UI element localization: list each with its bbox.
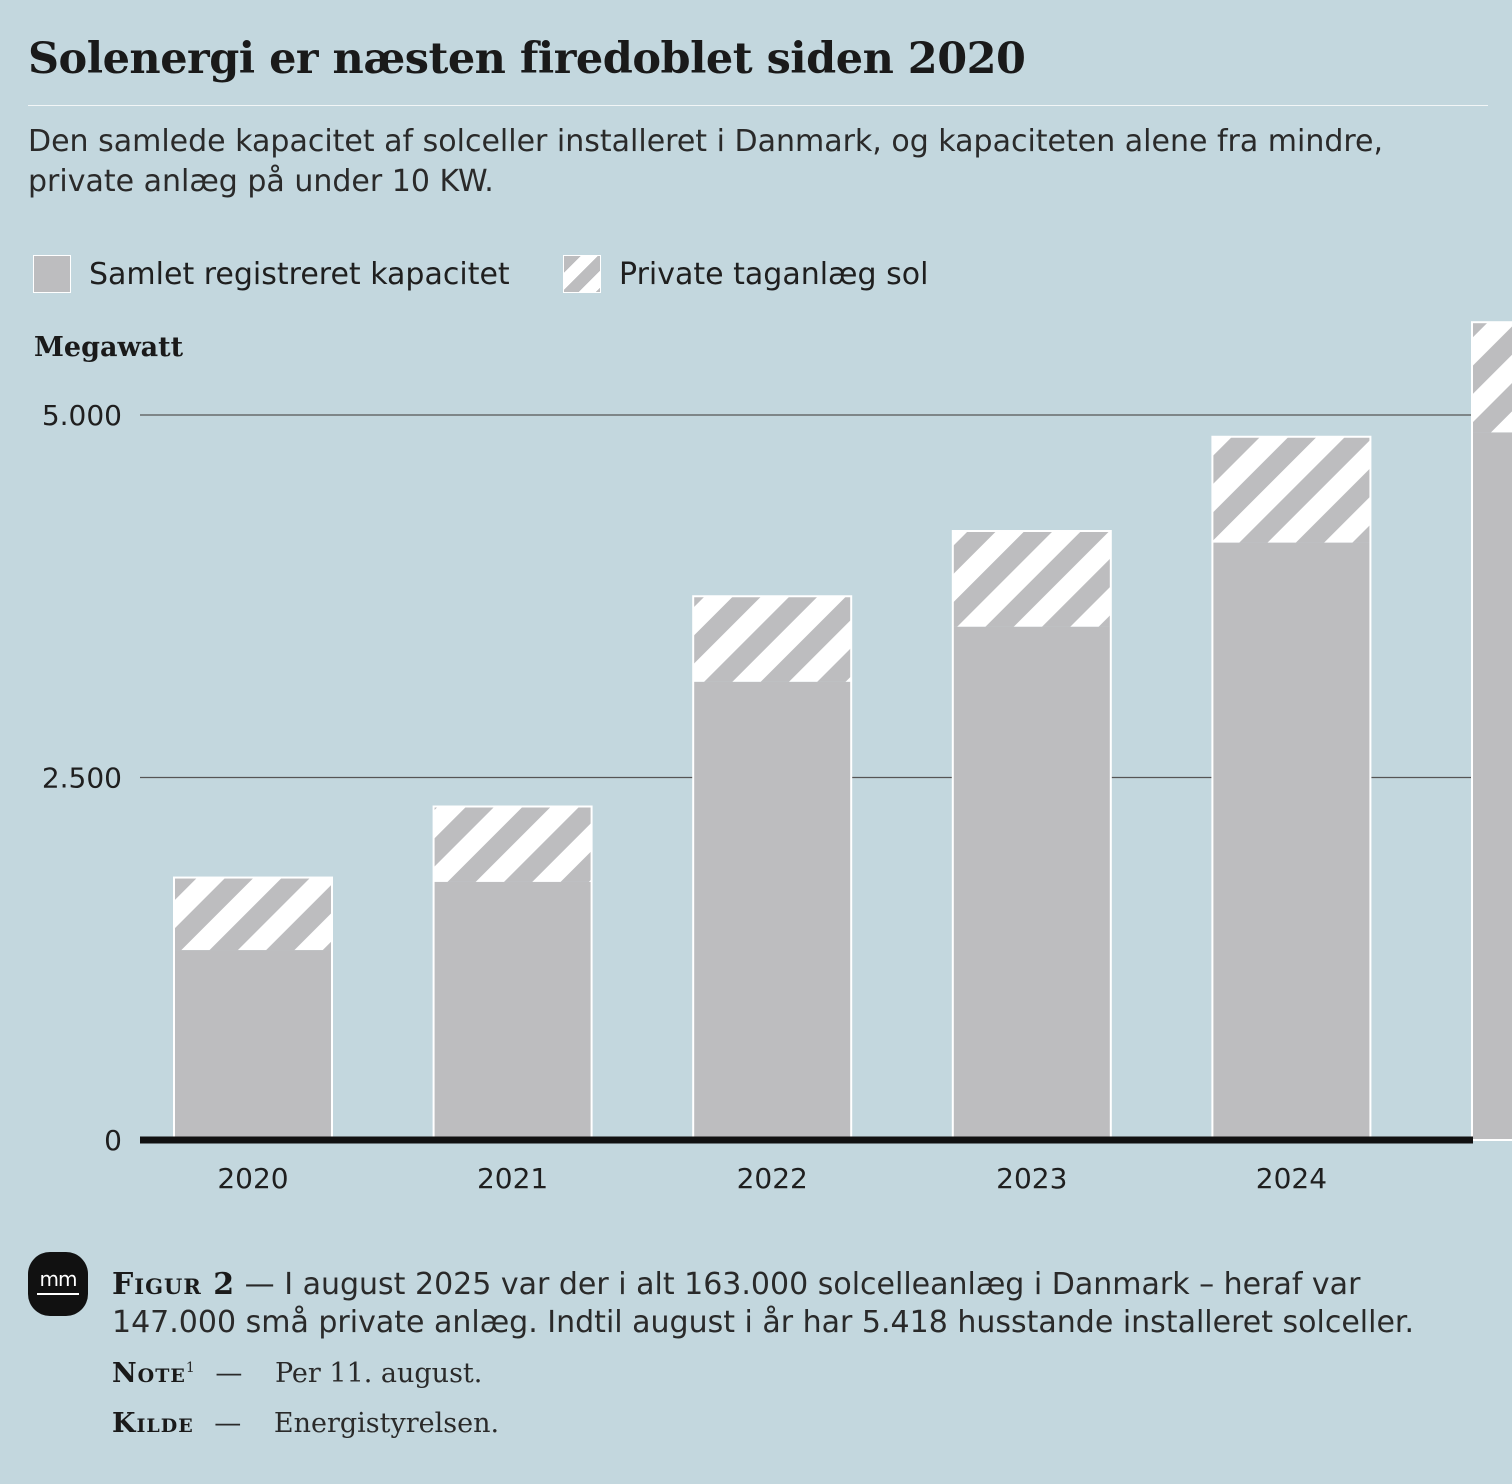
legend-label-private: Private taganlæg sol bbox=[619, 256, 929, 292]
legend-swatch-hatched bbox=[563, 255, 601, 293]
bar-outline bbox=[1471, 321, 1512, 1141]
source-label: Kilde bbox=[112, 1408, 194, 1439]
bar-segment-private bbox=[1472, 322, 1512, 433]
legend-label-total: Samlet registreret kapacitet bbox=[89, 256, 510, 292]
bar-segment-total bbox=[433, 881, 592, 1140]
figure-number: Figur 2 bbox=[112, 1267, 236, 1302]
figure-caption: Figur 2 — I august 2025 var der i alt 16… bbox=[112, 1266, 1482, 1342]
y-tick-label: 2.500 bbox=[42, 762, 122, 795]
x-tick-label: 2020 bbox=[217, 1162, 288, 1195]
publisher-logo-text: mm bbox=[39, 1267, 78, 1291]
title-divider bbox=[28, 105, 1488, 106]
bar-segment-total bbox=[693, 681, 852, 1140]
bar-segment-private bbox=[174, 877, 332, 951]
legend-swatch-solid bbox=[33, 255, 71, 293]
publisher-logo: mm bbox=[28, 1252, 88, 1316]
note-text: Per 11. august. bbox=[274, 1358, 483, 1389]
legend-item-private: Private taganlæg sol bbox=[563, 252, 928, 296]
bar-chart: 0 2.500 5.000 2020 2021 2022 2023 2024 20251 bbox=[42, 321, 1512, 1195]
note-superscript: 1 bbox=[185, 1360, 195, 1376]
y-tick-label: 5.000 bbox=[42, 399, 122, 432]
x-tick-label: 20251 bbox=[1510, 1159, 1512, 1195]
y-axis-unit-label: Megawatt bbox=[34, 332, 184, 363]
bar-segment-total bbox=[1212, 542, 1371, 1140]
chart-subtitle: Den samlede kapacitet af solceller insta… bbox=[28, 124, 1384, 199]
bar-segment-total bbox=[1472, 432, 1512, 1140]
note-label: Note bbox=[112, 1358, 186, 1389]
y-tick-label: 0 bbox=[104, 1124, 122, 1157]
x-tick-label: 2023 bbox=[996, 1162, 1067, 1195]
legend-item-total: Samlet registreret kapacitet bbox=[33, 252, 510, 296]
x-tick-label: 2021 bbox=[477, 1162, 548, 1195]
source-line: Kilde — Energistyrelsen. bbox=[112, 1408, 1412, 1439]
x-tick-label: 2024 bbox=[1256, 1162, 1327, 1195]
x-tick-label: 2022 bbox=[737, 1162, 808, 1195]
source-text: Energistyrelsen. bbox=[273, 1408, 500, 1439]
figure-caption-text: — I august 2025 var der i alt 163.000 so… bbox=[112, 1267, 1415, 1340]
bar-segment-total bbox=[174, 950, 332, 1140]
bar-segment-private bbox=[952, 531, 1111, 627]
bar-segment-private bbox=[433, 806, 592, 882]
bar-segment-total bbox=[952, 626, 1111, 1140]
chart-title: Solenergi er næsten firedoblet siden 202… bbox=[28, 34, 1026, 84]
bar-segment-private bbox=[693, 596, 852, 682]
bar-segment-private bbox=[1212, 436, 1371, 543]
note-separator: — bbox=[215, 1358, 243, 1389]
note-line: Note1 — Per 11. august. bbox=[112, 1358, 1412, 1389]
source-separator: — bbox=[214, 1408, 242, 1439]
